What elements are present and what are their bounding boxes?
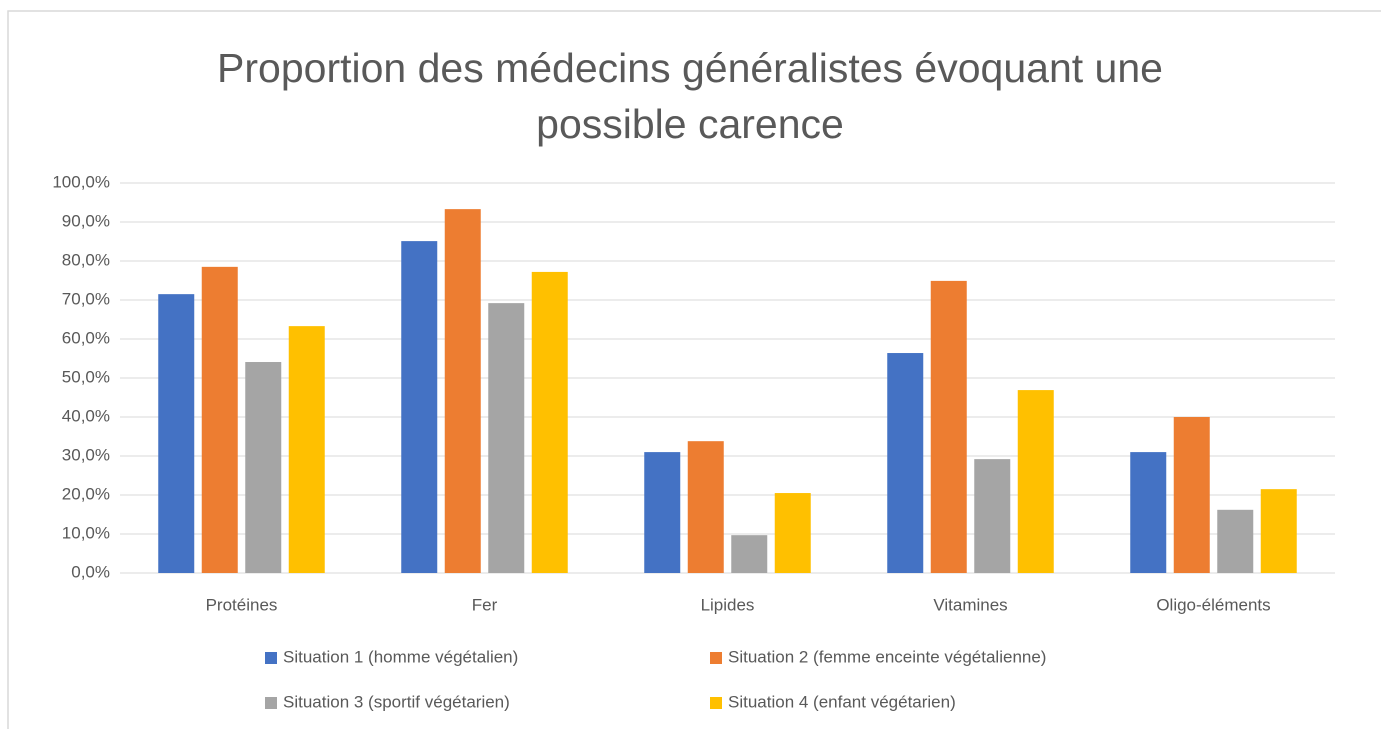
bar	[644, 452, 681, 573]
legend-swatch	[710, 697, 722, 709]
bar	[288, 326, 325, 573]
bar	[731, 535, 768, 573]
x-tick-label: Vitamines	[933, 595, 1007, 614]
legend-swatch	[265, 652, 277, 664]
bar	[887, 353, 924, 573]
bar	[531, 271, 568, 573]
y-tick-label: 100,0%	[52, 172, 110, 191]
chart-border	[7, 10, 1381, 729]
y-tick-label: 20,0%	[62, 484, 110, 503]
y-tick-label: 30,0%	[62, 445, 110, 464]
legend-label: Situation 3 (sportif végétarien)	[283, 692, 510, 711]
bar	[1017, 390, 1054, 573]
legend-swatch	[265, 697, 277, 709]
bar	[1260, 489, 1297, 573]
bar	[930, 280, 967, 573]
bar	[444, 209, 481, 573]
x-tick-label: Lipides	[701, 595, 755, 614]
bar	[158, 294, 195, 573]
y-tick-label: 70,0%	[62, 289, 110, 308]
bar	[687, 441, 724, 573]
legend-label: Situation 4 (enfant végétarien)	[728, 692, 956, 711]
y-tick-label: 80,0%	[62, 250, 110, 269]
legend-label: Situation 2 (femme enceinte végétalienne…	[728, 647, 1046, 666]
y-tick-label: 60,0%	[62, 328, 110, 347]
bar	[401, 241, 438, 574]
bar	[974, 459, 1011, 573]
y-tick-label: 10,0%	[62, 523, 110, 542]
bar	[1173, 417, 1210, 573]
bar	[1130, 452, 1167, 573]
bar	[201, 266, 238, 573]
y-tick-label: 50,0%	[62, 367, 110, 386]
y-tick-label: 40,0%	[62, 406, 110, 425]
bar	[488, 303, 525, 573]
bar	[245, 362, 282, 573]
legend-swatch	[710, 652, 722, 664]
x-tick-label: Oligo-éléments	[1156, 595, 1270, 614]
bar	[774, 493, 811, 573]
y-tick-label: 90,0%	[62, 211, 110, 230]
bar	[1217, 509, 1254, 573]
x-tick-label: Fer	[472, 595, 498, 614]
y-tick-label: 0,0%	[71, 562, 110, 581]
x-tick-label: Protéines	[206, 595, 278, 614]
chart-title: Proportion des médecins généralistes évo…	[217, 45, 1163, 147]
legend-label: Situation 1 (homme végétalien)	[283, 647, 518, 666]
